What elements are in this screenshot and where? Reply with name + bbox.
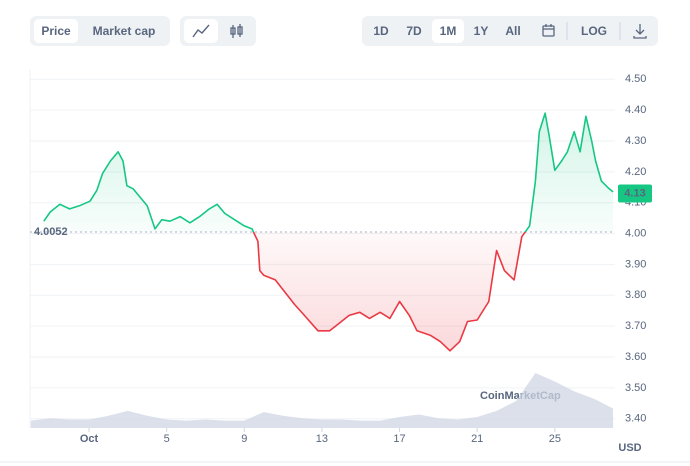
- range-button[interactable]: All: [505, 24, 520, 38]
- volume-area: [30, 373, 614, 428]
- currency-label: USD: [618, 442, 641, 454]
- range-button[interactable]: 1M: [440, 24, 457, 38]
- range-button[interactable]: 1Y: [474, 24, 489, 38]
- metric-button[interactable]: Market cap: [93, 24, 156, 38]
- y-tick-label: 4.20: [625, 166, 646, 178]
- x-tick-label: Oct: [80, 433, 99, 445]
- x-tick-label: 5: [164, 433, 170, 445]
- line-style-button[interactable]: [184, 19, 218, 43]
- calendar-icon[interactable]: [542, 24, 555, 37]
- log-button[interactable]: LOG: [581, 24, 607, 38]
- x-tick-label: 25: [549, 433, 561, 445]
- x-tick-label: 9: [241, 433, 247, 445]
- y-tick-label: 3.80: [625, 289, 646, 301]
- y-tick-label: 4.00: [625, 227, 646, 239]
- download-icon[interactable]: [633, 24, 647, 39]
- y-tick-label: 4.40: [625, 104, 646, 116]
- range-button-active: [432, 19, 464, 43]
- y-tick-label: 4.30: [625, 135, 646, 147]
- range-button[interactable]: 7D: [406, 24, 422, 38]
- y-tick-label: 4.50: [625, 73, 646, 85]
- metric-button-active: [34, 19, 78, 43]
- x-tick-label: 13: [316, 433, 328, 445]
- x-tick-label: 21: [471, 433, 483, 445]
- y-tick-label: 3.90: [625, 258, 646, 270]
- y-tick-label: 3.40: [625, 413, 646, 425]
- price-area: [43, 113, 614, 351]
- range-button[interactable]: 1D: [373, 24, 389, 38]
- y-tick-label: 3.70: [625, 320, 646, 332]
- line-icon: [192, 24, 210, 38]
- metric-button[interactable]: Price: [41, 24, 71, 38]
- price-line: [43, 112, 614, 352]
- y-tick-label: 3.50: [625, 382, 646, 394]
- candle-icon[interactable]: [230, 24, 243, 38]
- x-tick-label: 17: [393, 433, 405, 445]
- last-price-label: 4.13: [624, 187, 645, 199]
- last-price-tag: [618, 184, 652, 203]
- baseline-label: 4.0052: [34, 226, 68, 238]
- y-tick-label: 3.60: [625, 351, 646, 363]
